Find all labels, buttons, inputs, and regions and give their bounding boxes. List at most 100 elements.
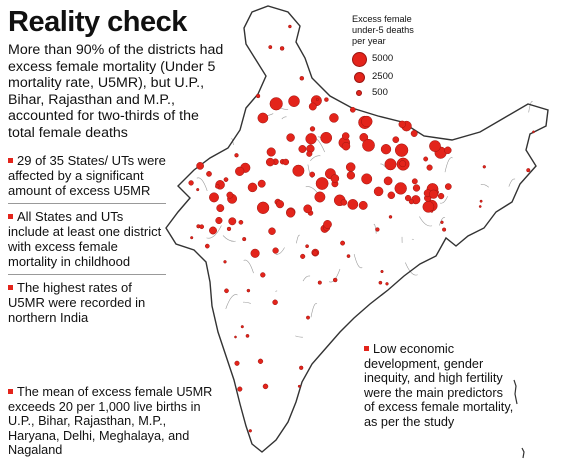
bullet-text: All States and UTs include at least one … <box>8 209 162 269</box>
district-dot <box>257 179 266 188</box>
district-dot <box>206 171 212 177</box>
district-dot <box>196 188 200 192</box>
district-dot <box>440 220 444 224</box>
district-dot <box>410 130 418 137</box>
district-boundary <box>440 196 448 204</box>
district-boundary <box>275 290 278 292</box>
district-dot <box>286 133 295 142</box>
district-dot <box>478 205 482 208</box>
district-boundary <box>310 155 321 162</box>
district-dot <box>188 180 194 186</box>
district-dot <box>286 208 296 218</box>
district-dot <box>303 204 313 214</box>
right-note-text: Low economic development, gender inequit… <box>364 342 514 429</box>
legend-title-line: Excess female <box>352 14 412 24</box>
district-dot <box>315 177 329 190</box>
district-dot <box>411 178 418 185</box>
district-dot <box>309 171 316 178</box>
district-dot <box>332 277 338 283</box>
district-dot <box>442 227 447 232</box>
district-boundary <box>444 157 453 173</box>
district-dot <box>235 166 245 176</box>
district-dot <box>526 168 531 173</box>
district-dot <box>479 199 483 203</box>
district-dot <box>247 182 258 193</box>
district-dot <box>234 335 237 339</box>
district-boundary <box>419 216 433 227</box>
district-dot <box>430 210 434 213</box>
district-boundary <box>225 294 238 310</box>
district-dot <box>256 201 270 214</box>
district-dot <box>399 160 407 168</box>
district-dot <box>378 280 383 285</box>
district-dot <box>309 126 316 132</box>
intro-text: More than 90% of the districts had exces… <box>8 42 224 141</box>
district-dot <box>299 76 305 81</box>
district-dot <box>346 254 351 258</box>
district-dot <box>255 93 261 99</box>
bottom-note-wrap: The mean of excess female U5MR exceeds 2… <box>8 385 220 458</box>
legend-title-line: under-5 deaths <box>352 25 414 35</box>
district-dot <box>412 184 421 192</box>
district-dot <box>237 386 243 392</box>
district-dot <box>341 141 351 151</box>
district-dot <box>394 182 407 195</box>
legend-label: 500 <box>372 87 388 98</box>
district-boundary <box>281 108 289 110</box>
district-dot <box>257 112 269 124</box>
district-dot <box>361 115 373 128</box>
district-dot <box>216 204 225 213</box>
bullet-list: 29 of 35 States/ UTs were affected by a … <box>8 148 166 330</box>
district-dot <box>204 243 210 249</box>
district-dot <box>228 217 237 226</box>
district-dot <box>257 358 264 364</box>
district-dot <box>341 132 350 140</box>
district-dots <box>188 24 535 433</box>
district-dot <box>361 173 373 185</box>
district-dot <box>248 429 252 433</box>
bullet-item: 29 of 35 States/ UTs were affected by a … <box>8 148 166 204</box>
bullet-marker <box>8 285 13 291</box>
district-dot <box>380 269 384 274</box>
district-dot <box>223 260 227 264</box>
district-dot <box>250 248 260 258</box>
bullet-marker <box>8 389 13 395</box>
district-dot <box>279 46 285 51</box>
district-dot <box>288 95 300 107</box>
district-dot <box>398 120 406 128</box>
district-dot <box>306 315 310 320</box>
district-dot <box>223 177 229 182</box>
district-dot <box>215 216 223 225</box>
district-boundary <box>353 254 363 269</box>
district-dot <box>190 236 194 240</box>
district-dot <box>317 280 322 285</box>
district-dot <box>305 244 309 249</box>
district-dot <box>392 136 400 144</box>
district-dot <box>272 299 278 306</box>
district-dot <box>224 288 229 294</box>
district-dot <box>315 98 319 101</box>
district-dot <box>362 138 375 152</box>
district-dot <box>300 253 306 259</box>
district-dot <box>238 219 244 225</box>
district-dot <box>444 146 452 155</box>
district-dot <box>340 199 348 206</box>
district-dot <box>330 174 340 183</box>
legend: Excess female under-5 deaths per year 50… <box>346 14 466 101</box>
district-dot <box>262 383 269 390</box>
district-boundary <box>231 138 234 146</box>
district-dot <box>404 194 412 202</box>
legend-dot-large <box>352 52 367 67</box>
district-dot <box>215 184 220 189</box>
district-boundary <box>528 101 533 113</box>
district-boundary <box>508 178 516 187</box>
district-boundary <box>206 225 222 239</box>
legend-title: Excess female under-5 deaths per year <box>352 14 466 47</box>
district-dot <box>209 226 217 235</box>
bottom-note: The mean of excess female U5MR exceeds 2… <box>8 385 220 458</box>
bottom-note-text: The mean of excess female U5MR exceeds 2… <box>8 385 213 458</box>
district-dot <box>292 164 305 177</box>
district-dot <box>209 192 219 203</box>
bullet-marker <box>364 346 369 352</box>
india-outline <box>165 5 549 453</box>
